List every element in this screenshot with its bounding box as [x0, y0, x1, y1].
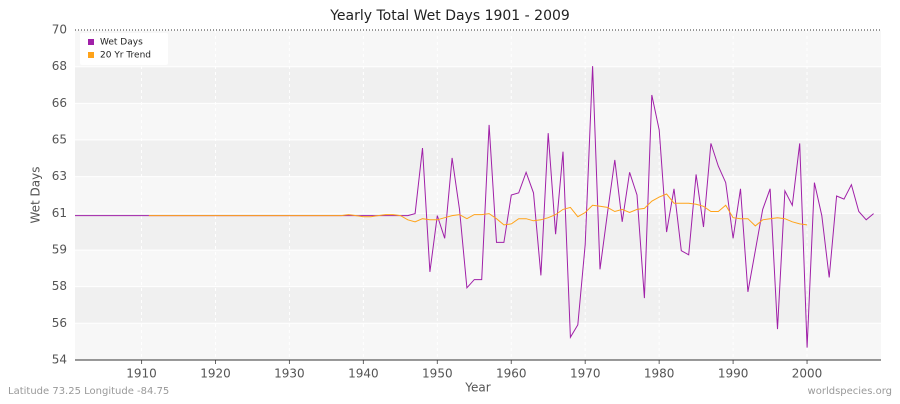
y-tick-label: 63 — [52, 169, 67, 183]
legend-box — [80, 33, 168, 65]
legend-swatch — [88, 39, 94, 45]
chart-title: Yearly Total Wet Days 1901 - 2009 — [329, 8, 570, 24]
y-tick-label: 61 — [52, 206, 67, 220]
x-tick-label: 1950 — [422, 367, 453, 381]
y-tick-label: 58 — [52, 279, 67, 293]
y-tick-label: 68 — [52, 59, 67, 73]
grid-band — [75, 286, 881, 324]
legend-label: Wet Days — [100, 38, 143, 48]
grid-band — [75, 213, 881, 251]
x-tick-label: 1960 — [496, 367, 527, 381]
x-axis-label: Year — [464, 381, 490, 395]
y-tick-label: 65 — [52, 132, 67, 146]
x-tick-label: 1910 — [126, 367, 157, 381]
y-tick-label: 56 — [52, 316, 67, 330]
x-tick-label: 1930 — [274, 367, 305, 381]
grid-band — [75, 66, 881, 104]
x-tick-label: 1980 — [644, 367, 675, 381]
y-tick-label: 70 — [52, 23, 67, 37]
y-tick-label: 54 — [52, 353, 67, 367]
grid-band — [75, 139, 881, 177]
y-axis-label: Wet Days — [29, 166, 43, 223]
data-line — [148, 193, 808, 227]
footer-right: worldspecies.org — [808, 386, 892, 397]
x-tick-label: 2000 — [792, 367, 823, 381]
y-tick-label: 59 — [52, 243, 67, 257]
footer-left: Latitude 73.25 Longitude -84.75 — [8, 386, 169, 397]
x-tick-label: 1920 — [200, 367, 231, 381]
legend-label: 20 Yr Trend — [100, 51, 151, 61]
y-tick-label: 66 — [52, 96, 67, 110]
x-tick-label: 1990 — [718, 367, 749, 381]
x-tick-label: 1940 — [348, 367, 379, 381]
x-tick-label: 1970 — [570, 367, 601, 381]
legend-swatch — [88, 52, 94, 58]
